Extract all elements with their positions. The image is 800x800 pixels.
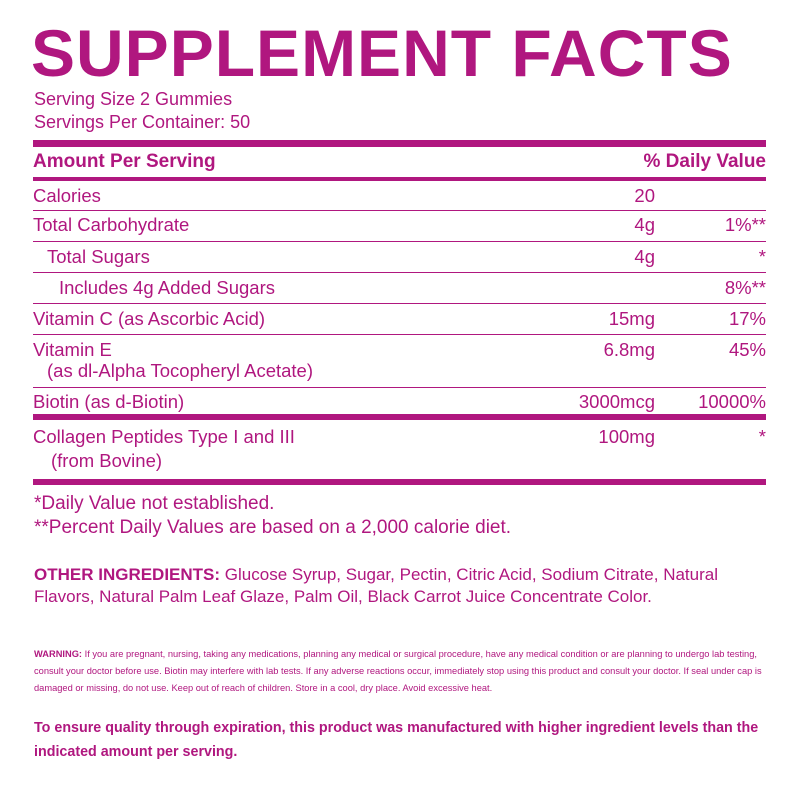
serving-size: Serving Size 2 Gummies [34, 89, 233, 109]
amount-header: Amount Per Serving [33, 151, 216, 172]
thick-divider [33, 140, 766, 147]
thick-divider [33, 479, 766, 485]
warning: WARNING: If you are pregnant, nursing, t… [34, 649, 762, 693]
footnote: *Daily Value not established. [34, 493, 275, 514]
dv-header: % Daily Value [643, 151, 766, 172]
other-ingredients: OTHER INGREDIENTS: Glucose Syrup, Sugar,… [34, 565, 718, 606]
servings-per-container: Servings Per Container: 50 [34, 112, 251, 132]
thick-divider [33, 414, 766, 420]
quality-note: To ensure quality through expiration, th… [34, 720, 759, 760]
footnote: **Percent Daily Values are based on a 2,… [34, 517, 512, 538]
divider [33, 177, 766, 181]
page-title: SUPPLEMENT FACTS [31, 16, 733, 90]
